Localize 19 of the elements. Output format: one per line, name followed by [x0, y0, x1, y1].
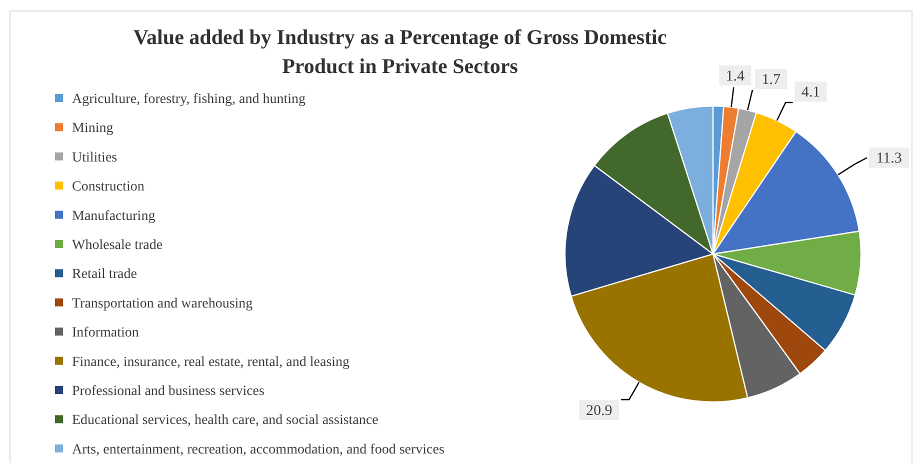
- legend-label: Manufacturing: [72, 208, 156, 224]
- legend-label: Finance, insurance, real estate, rental, and leasing: [72, 354, 350, 370]
- legend-label: Professional and business services: [72, 384, 264, 399]
- legend-label: Arts, entertainment, recreation, accommodation, and food services: [72, 442, 444, 458]
- legend-label: Utilities: [72, 150, 118, 166]
- data-label: 20.9: [586, 402, 612, 419]
- legend-label: Agriculture, forestry, fishing, and hunting: [72, 92, 306, 107]
- data-label: 4.1: [801, 84, 820, 101]
- legend-label: Educational services, health care, and social assistance: [72, 413, 378, 428]
- legend-label: Retail trade: [72, 267, 137, 282]
- legend-label: Wholesale trade: [72, 238, 163, 253]
- legend-label: Mining: [72, 121, 114, 136]
- legend-label: Construction: [72, 180, 144, 195]
- legend-label: Information: [72, 326, 139, 341]
- legend-label: Transportation and warehousing: [72, 296, 253, 312]
- data-label: 1.4: [726, 68, 746, 84]
- data-label: 1.7: [762, 72, 782, 88]
- data-label: 11.3: [876, 150, 902, 167]
- chart-title: Value added by Industry as a Percentage of Gross Domestic Product in Private Sectors: [133, 25, 667, 78]
